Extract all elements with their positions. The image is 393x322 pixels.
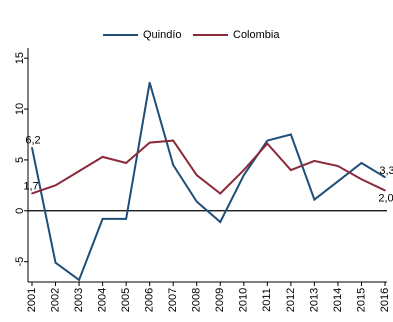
x-tick-label: 2016 xyxy=(379,288,391,312)
x-tick-label: 2004 xyxy=(97,288,109,312)
data-point xyxy=(148,141,151,144)
x-tick-label: 2009 xyxy=(214,288,226,312)
series-line-colombia xyxy=(31,139,386,195)
x-tick-label: 2010 xyxy=(238,288,250,312)
legend: Quindío Colombia xyxy=(103,29,280,41)
data-point xyxy=(243,169,245,171)
data-label: 1,7 xyxy=(23,180,38,192)
x-tick-label: 2012 xyxy=(285,288,297,312)
x-tick-label: 2003 xyxy=(73,288,85,312)
data-point xyxy=(195,200,198,203)
x-tick-label: 2011 xyxy=(261,288,273,312)
data-point xyxy=(101,218,104,220)
data-point xyxy=(384,176,386,179)
x-tick-label: 2007 xyxy=(167,288,179,312)
data-point xyxy=(31,146,33,149)
data-point xyxy=(337,180,339,183)
data-point xyxy=(54,184,57,187)
x-tick-label: 2008 xyxy=(191,288,203,312)
y-tick-label: 10 xyxy=(14,103,26,115)
x-tick-label: 2002 xyxy=(49,288,61,312)
data-label: 3,3 xyxy=(379,165,393,177)
x-tick-label: 2005 xyxy=(120,288,132,312)
data-label: 6,2 xyxy=(25,135,40,147)
data-point xyxy=(219,221,222,223)
data-point xyxy=(243,174,245,176)
data-point xyxy=(313,160,316,162)
series-line-quindio xyxy=(31,82,386,282)
data-point xyxy=(101,156,104,158)
x-tick-label: 2013 xyxy=(308,288,320,312)
data-point xyxy=(125,218,127,220)
y-tick-label: 15 xyxy=(14,52,26,64)
data-point xyxy=(195,174,198,176)
data-point xyxy=(148,81,151,84)
legend-label-colombia: Colombia xyxy=(233,29,280,41)
series-layer xyxy=(31,81,386,282)
data-point xyxy=(78,279,80,281)
data-labels: 6,2 1,7 3,3 2,0 xyxy=(23,135,393,205)
y-tick-label: -5 xyxy=(14,257,26,267)
x-tick-label: 2014 xyxy=(332,288,344,312)
y-tick-label: 0 xyxy=(14,208,26,214)
data-point xyxy=(384,189,386,192)
data-point xyxy=(172,139,174,142)
data-point xyxy=(360,178,363,181)
legend-label-quindio: Quindío xyxy=(143,29,182,41)
y-tick-label: 5 xyxy=(14,157,26,163)
data-point xyxy=(219,192,222,195)
data-point xyxy=(78,170,80,172)
x-tick-label: 2001 xyxy=(26,288,38,312)
x-tick-label: 2015 xyxy=(355,288,367,312)
data-point xyxy=(290,169,292,171)
data-point xyxy=(266,139,269,142)
data-point xyxy=(31,192,33,195)
data-point xyxy=(172,164,174,166)
data-point xyxy=(290,133,292,136)
data-point xyxy=(125,162,127,164)
x-tick-label: 2006 xyxy=(144,288,156,312)
data-point xyxy=(313,198,316,201)
data-point xyxy=(337,165,339,167)
data-point xyxy=(266,142,269,145)
data-point xyxy=(360,162,363,164)
data-point xyxy=(54,261,57,264)
data-label: 2,0 xyxy=(378,192,393,204)
